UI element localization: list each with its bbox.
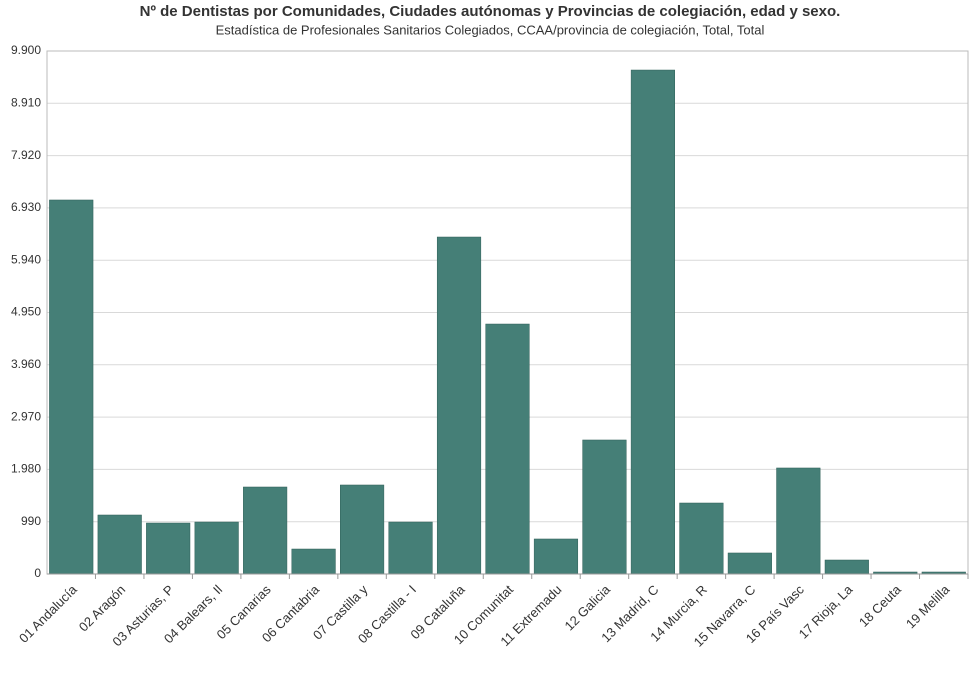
bar [582,439,627,575]
bar [243,486,288,575]
bar [194,521,239,575]
x-tick-label: 12 Galicia [562,581,614,633]
y-tick-label: 3.960 [11,357,41,371]
y-tick-label: 5.940 [11,252,41,266]
bar [146,522,191,575]
x-tick-label: 01 Andalucía [16,581,80,645]
y-tick-label: 6.930 [11,200,41,214]
bar [679,502,724,575]
y-tick-label: 4.950 [11,305,41,319]
bar [485,323,530,575]
bar [436,236,482,575]
bar [388,521,433,575]
bar [776,467,821,575]
bar [97,514,142,575]
bar [824,559,869,575]
x-tick-label: 19 Melilla [903,581,953,631]
y-tick-label: 0 [34,566,41,580]
bar [630,69,675,575]
y-tick-label: 1.980 [11,462,41,476]
bar [727,552,772,575]
bar [49,199,94,575]
chart-subtitle: Estadística de Profesionales Sanitarios … [216,22,765,37]
chart-title: Nº de Dentistas por Comunidades, Ciudade… [140,3,841,20]
y-tick-label: 8.910 [11,95,41,109]
bar [340,484,385,575]
x-tick-label: 18 Ceuta [856,581,904,629]
bar [533,538,579,575]
y-tick-label: 990 [21,514,41,528]
y-tick-label: 9.900 [11,43,41,57]
y-tick-label: 7.920 [11,148,41,162]
y-tick-label: 2.970 [11,409,41,423]
bar [291,548,336,575]
